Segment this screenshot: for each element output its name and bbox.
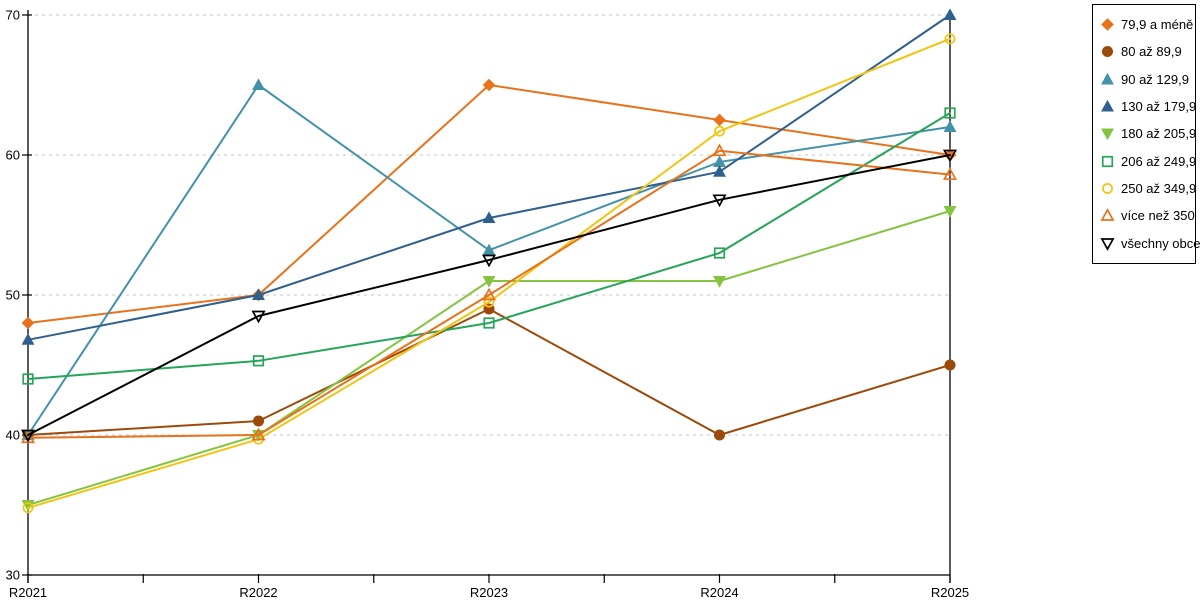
circle-marker-icon bbox=[22, 502, 34, 514]
legend-label: 130 až 179,9 bbox=[1121, 99, 1197, 115]
legend-label: více než 350 bbox=[1121, 208, 1195, 224]
diamond-marker-icon bbox=[713, 113, 726, 127]
triangle-up-marker-icon bbox=[21, 333, 35, 345]
legend-label: 79,9 a méně bbox=[1121, 17, 1194, 33]
square-marker-icon bbox=[252, 355, 265, 367]
series-line bbox=[27, 112, 951, 380]
triangle-up-marker-icon bbox=[482, 211, 496, 223]
legend-item: všechny obce bbox=[1100, 232, 1200, 254]
circle-marker-icon bbox=[713, 429, 726, 441]
legend-item: 79,9 a méně bbox=[1100, 14, 1195, 36]
x-tick-label: R2023 bbox=[470, 585, 508, 600]
y-tick-label: 60 bbox=[6, 148, 20, 163]
y-tick-label: 30 bbox=[6, 568, 20, 583]
legend-item: 80 až 89,9 bbox=[1100, 41, 1195, 63]
triangle-up-marker-icon bbox=[1101, 72, 1114, 85]
legend-item: 90 až 129,9 bbox=[1100, 68, 1195, 90]
circle-marker-icon bbox=[944, 33, 956, 45]
triangle-up-legend-icon bbox=[1101, 72, 1114, 85]
circle-marker-icon bbox=[252, 415, 265, 427]
triangle-up-marker-icon bbox=[481, 287, 497, 301]
circle-marker-icon bbox=[714, 125, 725, 137]
triangle-down-marker-icon bbox=[1100, 237, 1115, 251]
legend-item: 206 až 249,9 bbox=[1100, 150, 1197, 172]
circle-legend-icon bbox=[1102, 183, 1113, 195]
x-tick-label: R2021 bbox=[9, 585, 47, 600]
triangle-down-marker-icon bbox=[251, 310, 266, 324]
series-line bbox=[27, 37, 951, 509]
triangle-down-marker-icon bbox=[942, 149, 958, 163]
diamond-marker-icon bbox=[482, 78, 496, 92]
triangle-down-marker-icon bbox=[1101, 128, 1114, 141]
legend-label: 206 až 249,9 bbox=[1121, 153, 1197, 169]
series-7 bbox=[20, 143, 958, 444]
legend-item: 180 až 205,9 bbox=[1100, 123, 1197, 145]
triangle-down-marker-icon bbox=[482, 276, 496, 288]
x-tick-label: R2025 bbox=[931, 585, 969, 600]
square-marker-icon bbox=[22, 373, 34, 385]
series-3 bbox=[21, 8, 957, 345]
circle-marker-icon bbox=[1102, 183, 1113, 195]
legend-label: 80 až 89,9 bbox=[1121, 44, 1182, 60]
triangle-up-marker-icon bbox=[1101, 100, 1114, 112]
legend-label: 90 až 129,9 bbox=[1121, 71, 1189, 87]
series-0 bbox=[21, 78, 957, 330]
square-legend-icon bbox=[1101, 155, 1114, 167]
triangle-down-marker-icon bbox=[481, 254, 497, 268]
legend-item: 250 až 349,9 bbox=[1100, 178, 1197, 200]
series-1 bbox=[22, 303, 956, 441]
triangle-down-marker-icon bbox=[20, 429, 36, 443]
triangle-down-marker-icon bbox=[713, 276, 726, 288]
square-marker-icon bbox=[1101, 155, 1114, 167]
diamond-marker-icon bbox=[1101, 18, 1114, 31]
series-line bbox=[27, 154, 951, 436]
circle-legend-icon bbox=[1101, 46, 1114, 58]
chart-legend: 79,9 a méně 80 až 89,9 90 až 129,9 130 až 1… bbox=[1092, 4, 1200, 264]
circle-marker-icon bbox=[1101, 46, 1114, 58]
circle-marker-icon bbox=[944, 359, 956, 371]
triangle-up-legend-icon bbox=[1100, 208, 1115, 222]
series-5 bbox=[22, 107, 956, 385]
triangle-down-marker-icon bbox=[943, 206, 957, 218]
legend-label: 250 až 349,9 bbox=[1121, 181, 1197, 197]
square-marker-icon bbox=[713, 247, 726, 259]
x-tick-label: R2022 bbox=[239, 585, 277, 600]
triangle-down-marker-icon bbox=[712, 194, 727, 208]
triangle-up-marker-icon bbox=[712, 143, 727, 157]
triangle-up-marker-icon bbox=[252, 78, 265, 90]
legend-item: více než 350 bbox=[1100, 205, 1195, 227]
triangle-up-marker-icon bbox=[943, 8, 957, 20]
x-tick-label: R2024 bbox=[700, 585, 738, 600]
triangle-down-legend-icon bbox=[1101, 128, 1114, 141]
legend-label: všechny obce bbox=[1121, 235, 1200, 251]
legend-item: 130 až 179,9 bbox=[1100, 96, 1197, 118]
diamond-legend-icon bbox=[1101, 18, 1114, 31]
triangle-up-marker-icon bbox=[943, 120, 957, 132]
series-line bbox=[27, 149, 951, 439]
triangle-up-marker-icon bbox=[1100, 208, 1115, 222]
y-tick-label: 40 bbox=[6, 428, 20, 443]
triangle-up-legend-icon bbox=[1101, 100, 1114, 112]
y-tick-label: 70 bbox=[6, 8, 20, 23]
circle-marker-icon bbox=[483, 296, 495, 308]
legend-label: 180 až 205,9 bbox=[1121, 126, 1197, 142]
square-marker-icon bbox=[483, 317, 495, 329]
triangle-up-marker-icon bbox=[942, 167, 958, 180]
triangle-down-legend-icon bbox=[1100, 237, 1115, 251]
diamond-marker-icon bbox=[21, 316, 35, 330]
triangle-down-marker-icon bbox=[21, 500, 35, 512]
series-8 bbox=[20, 149, 958, 443]
square-marker-icon bbox=[944, 107, 956, 119]
triangle-up-marker-icon bbox=[713, 165, 726, 177]
triangle-up-marker-icon bbox=[252, 288, 265, 300]
y-tick-label: 50 bbox=[6, 288, 20, 303]
triangle-up-marker-icon bbox=[251, 427, 266, 441]
